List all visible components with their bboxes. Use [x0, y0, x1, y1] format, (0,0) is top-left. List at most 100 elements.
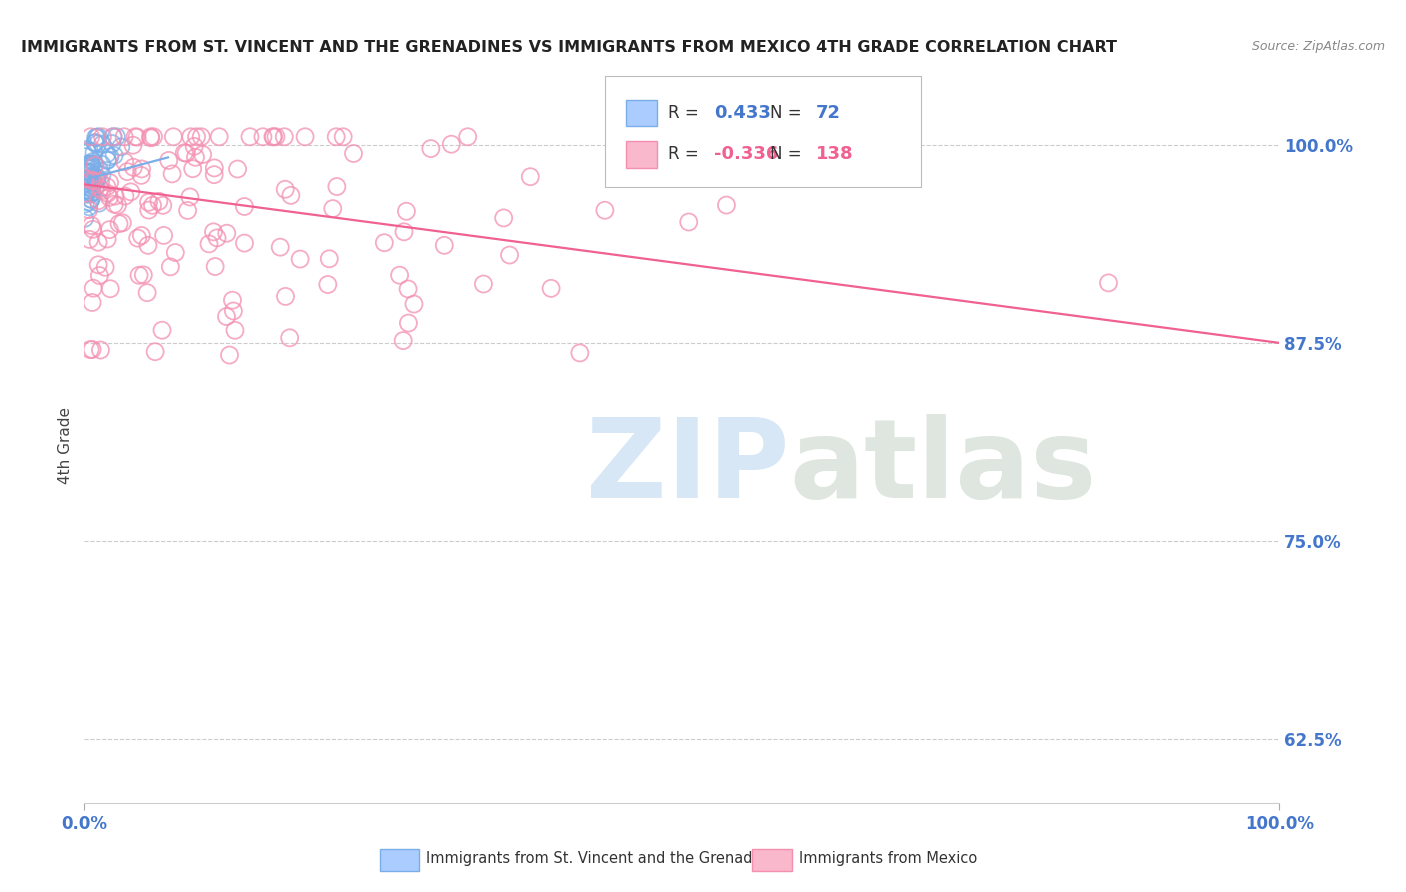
Point	[173, 145, 195, 160]
Point	[91, 184, 114, 198]
Point	[105, 129, 128, 144]
Point	[325, 129, 347, 144]
Point	[76, 145, 98, 160]
Point	[96, 232, 118, 246]
Point	[75, 176, 97, 190]
Point	[79, 173, 101, 187]
Point	[96, 186, 118, 201]
Point	[269, 240, 291, 254]
Point	[273, 129, 295, 144]
Point	[89, 343, 111, 357]
Text: Immigrants from Mexico: Immigrants from Mexico	[799, 851, 977, 865]
Point	[79, 232, 101, 246]
Point	[179, 190, 201, 204]
Point	[80, 192, 103, 206]
Point	[75, 183, 97, 197]
Point	[104, 189, 127, 203]
Point	[492, 211, 515, 225]
Point	[82, 343, 104, 357]
Point	[75, 197, 97, 211]
Point	[80, 181, 103, 195]
Point	[108, 217, 131, 231]
Point	[90, 157, 112, 171]
Point	[89, 164, 111, 178]
Point	[77, 200, 100, 214]
Point	[150, 323, 173, 337]
Point	[107, 198, 129, 212]
Point	[1097, 276, 1119, 290]
Point	[89, 181, 111, 195]
Point	[98, 222, 121, 236]
Point	[226, 161, 249, 176]
Point	[142, 129, 165, 144]
Point	[136, 238, 159, 252]
Point	[84, 171, 107, 186]
Point	[326, 179, 349, 194]
Point	[79, 187, 101, 202]
Text: R =: R =	[668, 104, 704, 122]
Point	[396, 282, 419, 296]
Point	[128, 268, 150, 283]
Point	[75, 184, 97, 198]
Text: N =: N =	[770, 104, 807, 122]
Point	[83, 145, 105, 160]
Text: Source: ZipAtlas.com: Source: ZipAtlas.com	[1251, 40, 1385, 54]
Point	[278, 331, 301, 345]
Point	[79, 171, 101, 186]
Point	[79, 161, 101, 176]
Point	[91, 168, 114, 182]
Point	[472, 277, 495, 291]
Point	[80, 175, 103, 189]
Point	[87, 258, 110, 272]
Point	[215, 310, 238, 324]
Point	[96, 146, 118, 161]
Point	[129, 169, 152, 183]
Point	[131, 228, 153, 243]
Point	[98, 150, 121, 164]
Point	[114, 154, 136, 169]
Point	[127, 231, 149, 245]
Point	[127, 130, 149, 145]
Point	[87, 194, 110, 208]
Point	[96, 153, 118, 168]
Text: 72: 72	[815, 104, 841, 122]
Point	[84, 159, 107, 173]
Point	[77, 186, 100, 200]
Point	[80, 186, 103, 200]
Point	[77, 157, 100, 171]
Point	[87, 235, 110, 250]
Point	[202, 161, 225, 175]
Point	[141, 198, 163, 212]
Point	[79, 145, 101, 159]
Point	[208, 129, 231, 144]
Point	[86, 170, 108, 185]
Point	[82, 174, 104, 188]
Point	[80, 157, 103, 171]
Point	[77, 172, 100, 186]
Point	[218, 348, 240, 362]
Point	[117, 164, 139, 178]
Point	[322, 202, 344, 216]
Point	[83, 158, 105, 172]
Point	[233, 200, 256, 214]
Point	[152, 228, 174, 243]
Point	[75, 187, 97, 202]
Point	[221, 293, 243, 308]
Point	[342, 146, 364, 161]
Point	[392, 225, 415, 239]
Point	[215, 226, 238, 240]
Point	[80, 219, 103, 233]
Point	[593, 203, 616, 218]
Point	[392, 334, 415, 348]
Point	[89, 268, 111, 283]
Point	[132, 268, 155, 282]
Point	[76, 167, 98, 181]
Point	[96, 153, 118, 168]
Point	[388, 268, 411, 283]
Point	[110, 140, 132, 154]
Point	[202, 225, 225, 239]
Point	[183, 139, 205, 153]
Point	[139, 131, 162, 145]
Point	[73, 174, 96, 188]
Point	[79, 343, 101, 357]
